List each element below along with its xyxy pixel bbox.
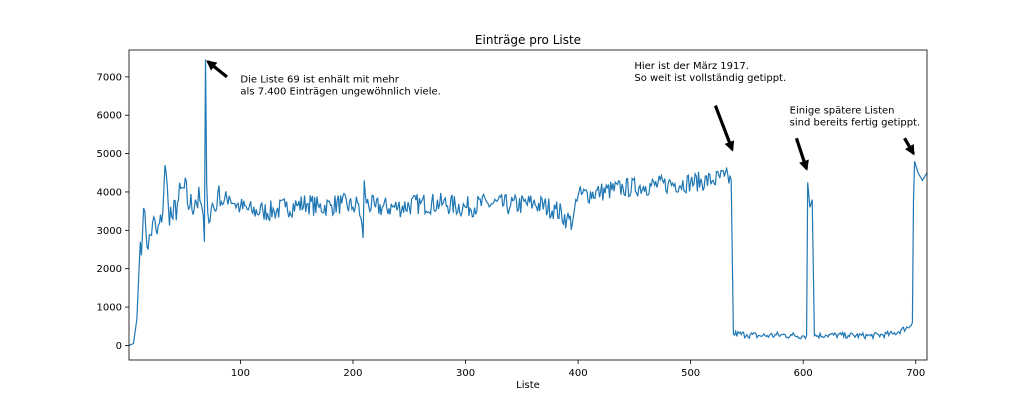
annotation-arrow (206, 60, 228, 79)
x-tick-label: 200 (343, 368, 362, 379)
x-tick-label: 500 (681, 368, 700, 379)
annotation-arrow (713, 105, 735, 152)
y-tick-label: 1000 (97, 303, 122, 314)
x-tick-label: 100 (231, 368, 250, 379)
x-tick-label: 600 (794, 368, 813, 379)
x-tick-label: 700 (906, 368, 925, 379)
plot-frame (128, 49, 928, 361)
y-tick-label: 5000 (97, 149, 122, 160)
y-tick-label: 4000 (97, 187, 122, 198)
annotation-text: Die Liste 69 ist enhält mit mehr (240, 75, 399, 86)
annotation-arrow (794, 137, 809, 171)
x-axis-label: Liste (516, 380, 540, 391)
y-tick-label: 3000 (97, 226, 122, 237)
series-line (129, 59, 927, 346)
x-tick-label: 400 (569, 368, 588, 379)
y-tick-label: 2000 (97, 264, 122, 275)
annotation-text: So weit ist vollständig getippt. (634, 73, 786, 84)
annotation-arrow (903, 137, 915, 156)
y-tick-label: 0 (116, 341, 122, 352)
x-axis: 100 200 300 400 500 600 700 (231, 360, 925, 379)
y-axis: 0 1000 2000 3000 4000 5000 6000 7000 (97, 72, 129, 352)
y-tick-label: 7000 (97, 72, 122, 83)
x-tick-label: 300 (456, 368, 475, 379)
annotation-text: Einige spätere Listen (790, 105, 895, 116)
y-tick-label: 6000 (97, 111, 122, 122)
annotation-text: Hier ist der März 1917. (634, 61, 749, 72)
chart-title: Einträge pro Liste (475, 33, 581, 47)
annotation-text: sind bereits fertig getippt. (790, 117, 921, 128)
annotation-text: als 7.400 Einträgen ungewöhnlich viele. (240, 87, 440, 98)
